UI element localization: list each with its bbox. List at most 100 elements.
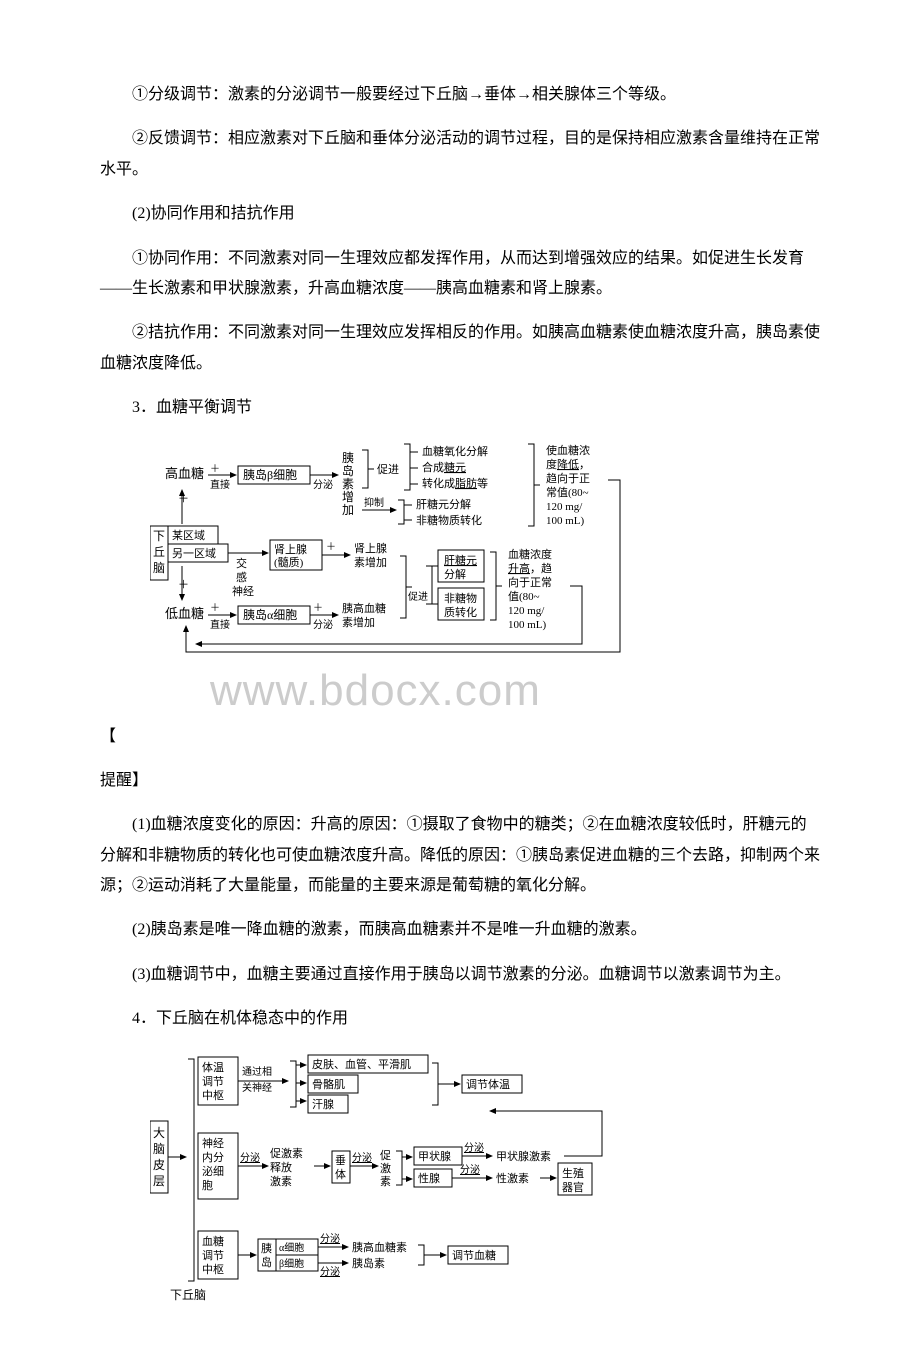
svg-text:调节血糖: 调节血糖: [452, 1248, 496, 1262]
paragraph-1: ①分级调节：激素的分泌调节一般要经过下丘脑→垂体→相关腺体三个等级。: [100, 80, 820, 110]
svg-text:分泌: 分泌: [464, 1141, 484, 1154]
svg-text:中枢: 中枢: [202, 1262, 224, 1276]
svg-text:120 mg/: 120 mg/: [546, 501, 583, 513]
svg-text:(髓质): (髓质): [274, 556, 304, 569]
svg-text:值(80~: 值(80~: [508, 590, 540, 603]
svg-text:汗腺: 汗腺: [312, 1097, 334, 1111]
svg-text:血糖氧化分解: 血糖氧化分解: [422, 444, 488, 458]
svg-text:下丘脑: 下丘脑: [170, 1288, 206, 1302]
svg-text:骨骼肌: 骨骼肌: [312, 1077, 345, 1091]
svg-text:肝糖元分解: 肝糖元分解: [416, 497, 471, 511]
svg-text:关神经: 关神经: [242, 1081, 272, 1094]
paragraph-7: 提醒】: [100, 766, 820, 796]
bracket-open: 【: [100, 722, 820, 752]
svg-text:分泌: 分泌: [313, 478, 333, 491]
svg-text:120 mg/: 120 mg/: [508, 605, 545, 617]
svg-text:胰岛α细胞: 胰岛α细胞: [243, 607, 297, 622]
svg-text:感: 感: [236, 571, 247, 584]
blood-sugar-diagram: 高血糖 ＋ 直接 胰岛β细胞 分泌 胰 岛 素 增 加 促进 血糖氧化分解 合成…: [150, 440, 820, 670]
svg-text:素: 素: [342, 477, 354, 491]
svg-text:分解: 分解: [444, 567, 466, 581]
svg-text:脑: 脑: [153, 1142, 165, 1156]
high-sugar-label: 高血糖: [165, 466, 204, 481]
svg-text:生殖: 生殖: [562, 1166, 584, 1180]
svg-text:泌细: 泌细: [202, 1165, 224, 1178]
svg-text:α细胞: α细胞: [279, 1241, 304, 1254]
watermark-text: www.bdocx.com: [210, 666, 820, 716]
svg-text:使血糖浓: 使血糖浓: [546, 443, 590, 457]
paragraph-9: (2)胰岛素是唯一降血糖的激素，而胰高血糖素并不是唯一升血糖的激素。: [100, 915, 820, 945]
svg-text:肾上腺: 肾上腺: [354, 541, 387, 555]
svg-text:大: 大: [153, 1126, 165, 1140]
svg-text:胰: 胰: [261, 1241, 272, 1255]
svg-text:内分: 内分: [202, 1150, 224, 1164]
svg-text:升高，趋: 升高，趋: [508, 561, 552, 575]
svg-text:增: 增: [342, 490, 354, 504]
svg-text:脑: 脑: [153, 561, 165, 575]
paragraph-5: ②拮抗作用：不同激素对同一生理效应发挥相反的作用。如胰高血糖素使血糖浓度升高，胰…: [100, 318, 820, 379]
svg-text:岛: 岛: [342, 463, 354, 478]
svg-text:胰岛β细胞: 胰岛β细胞: [243, 467, 297, 482]
svg-text:趋向于正: 趋向于正: [546, 471, 590, 485]
svg-text:分泌: 分泌: [313, 618, 333, 631]
svg-text:肝糖元: 肝糖元: [444, 553, 477, 567]
svg-text:素增加: 素增加: [354, 555, 387, 569]
svg-text:调节体温: 调节体温: [466, 1077, 510, 1091]
svg-text:器官: 器官: [562, 1180, 584, 1194]
paragraph-10: (3)血糖调节中，血糖主要通过直接作用于胰岛以调节激素的分泌。血糖调节以激素调节…: [100, 960, 820, 990]
svg-text:调节: 调节: [202, 1249, 224, 1262]
svg-text:促进: 促进: [408, 590, 428, 603]
svg-text:垂: 垂: [335, 1154, 346, 1167]
svg-text:中枢: 中枢: [202, 1088, 224, 1102]
svg-text:促进: 促进: [377, 462, 399, 476]
svg-text:性激素: 性激素: [496, 1171, 529, 1185]
svg-text:神经: 神经: [232, 584, 254, 598]
svg-text:＋: ＋: [178, 579, 189, 591]
svg-text:＋: ＋: [210, 464, 220, 475]
svg-text:甲状腺: 甲状腺: [418, 1149, 451, 1163]
svg-text:度降低，: 度降低，: [546, 457, 590, 471]
paragraph-11: 4．下丘脑在机体稳态中的作用: [100, 1004, 820, 1034]
svg-text:胰高血糖素: 胰高血糖素: [352, 1240, 407, 1254]
svg-text:＋: ＋: [326, 542, 336, 553]
svg-text:抑制: 抑制: [364, 496, 384, 509]
svg-text:分泌: 分泌: [352, 1151, 372, 1164]
svg-text:β细胞: β细胞: [279, 1257, 304, 1270]
svg-text:分泌: 分泌: [240, 1151, 260, 1164]
svg-text:加: 加: [342, 503, 354, 517]
svg-text:下: 下: [153, 529, 165, 543]
paragraph-3: (2)协同作用和拮抗作用: [100, 199, 820, 229]
svg-text:胰岛素: 胰岛素: [352, 1256, 385, 1270]
svg-text:血糖浓度: 血糖浓度: [508, 547, 552, 561]
low-sugar-label: 低血糖: [165, 606, 204, 621]
svg-text:丘: 丘: [153, 545, 165, 559]
svg-text:激素: 激素: [270, 1174, 292, 1188]
svg-text:胞: 胞: [202, 1179, 213, 1192]
svg-text:胰高血糖: 胰高血糖: [342, 601, 386, 615]
svg-text:＋: ＋: [313, 603, 323, 614]
svg-text:促: 促: [380, 1148, 391, 1162]
svg-text:＋: ＋: [210, 603, 220, 614]
paragraph-6: 3．血糖平衡调节: [100, 393, 820, 423]
svg-text:体: 体: [335, 1167, 346, 1181]
svg-text:体温: 体温: [202, 1060, 224, 1074]
svg-text:直接: 直接: [210, 618, 230, 631]
svg-text:性腺: 性腺: [418, 1171, 440, 1185]
paragraph-4: ①协同作用：不同激素对同一生理效应都发挥作用，从而达到增强效应的结果。如促进生长…: [100, 244, 820, 305]
paragraph-8: (1)血糖浓度变化的原因：升高的原因：①摄取了食物中的糖类；②在血糖浓度较低时，…: [100, 810, 820, 901]
paragraph-2: ②反馈调节：相应激素对下丘脑和垂体分泌活动的调节过程，目的是保持相应激素含量维持…: [100, 124, 820, 185]
svg-text:交: 交: [236, 556, 247, 570]
svg-text:质转化: 质转化: [444, 605, 477, 619]
svg-text:转化成脂肪等: 转化成脂肪等: [422, 476, 488, 490]
svg-text:促激素: 促激素: [270, 1146, 303, 1160]
svg-text:激: 激: [380, 1161, 391, 1175]
svg-text:直接: 直接: [210, 478, 230, 491]
svg-text:常值(80~: 常值(80~: [546, 486, 589, 499]
svg-text:血糖: 血糖: [202, 1234, 224, 1248]
svg-text:调节: 调节: [202, 1075, 224, 1088]
svg-text:非糖物: 非糖物: [444, 591, 477, 605]
svg-text:另一区域: 另一区域: [172, 547, 216, 560]
svg-text:素: 素: [380, 1175, 391, 1188]
svg-text:向于正常: 向于正常: [508, 575, 552, 589]
svg-text:皮: 皮: [153, 1158, 165, 1172]
